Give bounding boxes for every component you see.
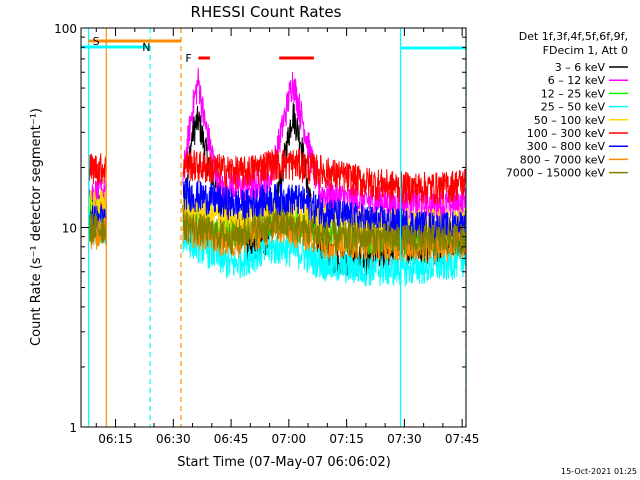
series-line [182, 227, 467, 288]
x-tick-label: 07:45 [445, 432, 480, 446]
legend-label: 25 – 50 keV [541, 101, 606, 114]
y-tick-label: 1 [69, 421, 77, 435]
axis-layer: 06:15 06:30 06:45 07:00 07:15 07:30 07:45 1 10 10… [54, 22, 479, 446]
legend-label: 12 – 25 keV [541, 87, 606, 100]
series-7000-15000-kev [88, 208, 467, 258]
legend-label: 6 – 12 keV [548, 74, 606, 87]
x-tick-label: 07:00 [272, 432, 307, 446]
y-tick-label: 10 [62, 222, 77, 236]
x-tick-label: 06:30 [156, 432, 191, 446]
legend: Det 1f,3f,4f,5f,6f,9f,FDecim 1, Att 0 3 –… [506, 30, 628, 180]
series-100-300-kev [88, 148, 467, 205]
flag-label: S [93, 35, 100, 48]
y-axis-label: Count Rate (s⁻¹ detector segment⁻¹) [29, 108, 44, 346]
series-line [88, 153, 107, 186]
legend-label: 50 – 100 keV [534, 114, 606, 127]
flag-label: N [142, 41, 150, 54]
x-tick-label: 06:15 [98, 432, 133, 446]
legend-label: 7000 – 15000 keV [506, 167, 606, 180]
flag-label: F [185, 52, 191, 65]
legend-label: 3 – 6 keV [555, 61, 606, 74]
y-tick-label: 100 [54, 22, 77, 36]
legend-title-line: FDecim 1, Att 0 [543, 44, 628, 57]
legend-label: 300 – 800 keV [527, 140, 606, 153]
x-axis-label: Start Time (07-May-07 06:06:02) [177, 455, 391, 470]
legend-label: 100 – 300 keV [527, 127, 606, 140]
x-tick-label: 07:15 [329, 432, 364, 446]
footer-date: 15-Oct-2021 01:25 [561, 467, 637, 476]
series-line [182, 208, 467, 258]
legend-title-line: Det 1f,3f,4f,5f,6f,9f, [519, 30, 628, 43]
series-line [182, 67, 467, 224]
legend-label: 800 – 7000 keV [520, 153, 606, 166]
chart-title: RHESSI Count Rates [191, 3, 342, 21]
x-tick-label: 06:45 [214, 432, 249, 446]
x-tick-label: 07:30 [387, 432, 422, 446]
series-line [182, 178, 467, 246]
series-line [88, 212, 107, 246]
series-line [182, 148, 467, 205]
series-layer [88, 67, 467, 288]
